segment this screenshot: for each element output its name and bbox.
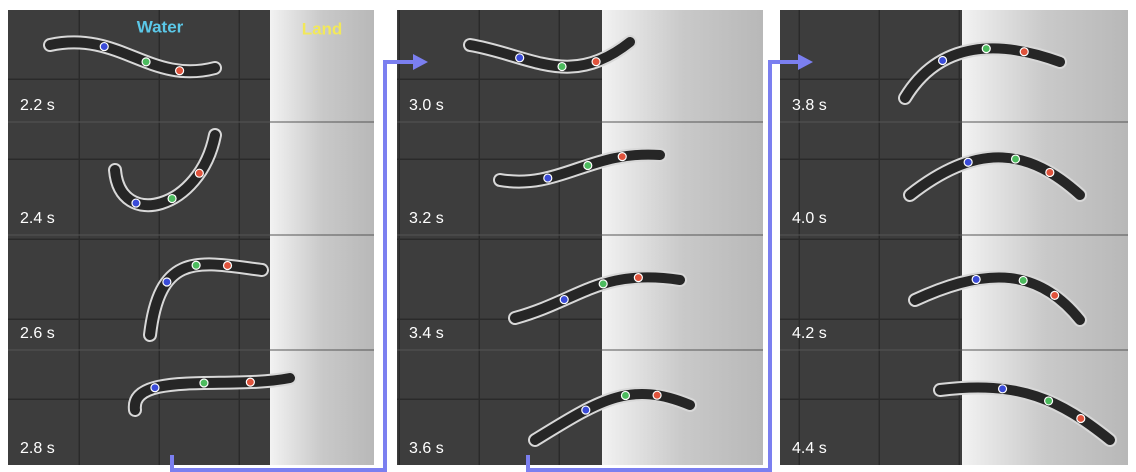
tracking-marker — [618, 153, 626, 161]
tracking-marker — [964, 158, 972, 166]
tracking-marker — [599, 280, 607, 288]
tracking-marker — [621, 391, 629, 399]
tracking-marker — [1020, 48, 1028, 56]
land-label: Land — [302, 19, 343, 38]
tracking-marker — [544, 174, 552, 182]
tracking-marker — [1045, 397, 1053, 405]
tracking-marker — [516, 54, 524, 62]
time-label: 3.4 s — [409, 325, 444, 342]
tracking-marker — [982, 45, 990, 53]
page: {"labels": {"water": "Water", "land": "L… — [0, 0, 1136, 472]
tracking-marker — [192, 261, 200, 269]
tracking-marker — [224, 262, 232, 270]
time-label: 3.0 s — [409, 97, 444, 114]
tracking-marker — [1051, 291, 1059, 299]
time-label: 4.4 s — [792, 440, 827, 457]
time-label: 2.6 s — [20, 325, 55, 342]
time-label: 4.2 s — [792, 325, 827, 342]
tracking-marker — [142, 58, 150, 66]
water-region — [780, 10, 962, 465]
tracking-marker — [592, 58, 600, 66]
tracking-marker — [582, 406, 590, 414]
tracking-marker — [634, 274, 642, 282]
water-label: Water — [137, 17, 184, 36]
figure: 2.2 s 2.4 s 2.6 s 2.8 s 3.0 s 3.2 s 3.4 s 3.6 s… — [0, 0, 1136, 472]
tracking-marker — [653, 391, 661, 399]
tracking-marker — [100, 43, 108, 51]
land-region — [270, 10, 374, 465]
time-label: 4.0 s — [792, 210, 827, 227]
tracking-marker — [584, 161, 592, 169]
tracking-marker — [176, 67, 184, 75]
tracking-marker — [1019, 276, 1027, 284]
time-label: 3.2 s — [409, 210, 444, 227]
tracking-marker — [151, 384, 159, 392]
tracking-marker — [972, 275, 980, 283]
tracking-marker — [195, 169, 203, 177]
tracking-marker — [132, 199, 140, 207]
tracking-marker — [246, 378, 254, 386]
tracking-marker — [168, 195, 176, 203]
time-label: 2.4 s — [20, 210, 55, 227]
panel: 3.0 s 3.2 s 3.4 s 3.6 s — [397, 10, 763, 465]
water-region — [397, 10, 602, 465]
panel: 3.8 s 4.0 s 4.2 s 4.4 s — [780, 10, 1128, 465]
tracking-marker — [560, 296, 568, 304]
tracking-marker — [1046, 168, 1054, 176]
time-label: 3.6 s — [409, 440, 444, 457]
tracking-marker — [939, 56, 947, 64]
tracking-marker — [999, 385, 1007, 393]
time-label: 2.8 s — [20, 440, 55, 457]
time-label: 2.2 s — [20, 97, 55, 114]
tracking-marker — [200, 379, 208, 387]
tracking-marker — [558, 63, 566, 71]
time-label: 3.8 s — [792, 97, 827, 114]
tracking-marker — [1012, 155, 1020, 163]
tracking-marker — [1077, 414, 1085, 422]
tracking-marker — [163, 278, 171, 286]
panel: 2.2 s 2.4 s 2.6 s 2.8 s — [8, 10, 374, 465]
